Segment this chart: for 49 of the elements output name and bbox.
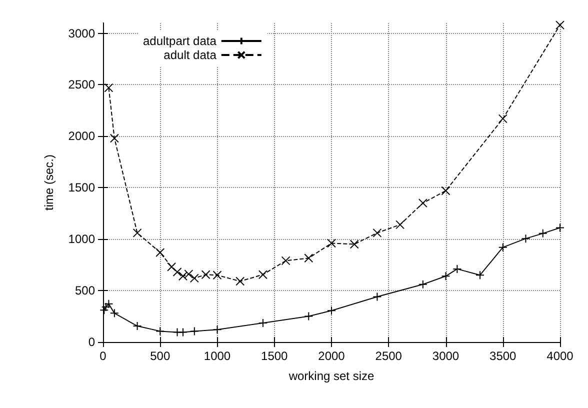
point [201, 270, 210, 280]
x-tick-label: 1500 [261, 349, 288, 363]
point [441, 186, 450, 196]
y-tick-label: 1000 [68, 232, 96, 246]
legend-label: adult data [164, 48, 217, 62]
y-tick-label: 3000 [68, 26, 96, 40]
point [441, 272, 450, 281]
x-tick-label: 2500 [375, 349, 402, 363]
point [498, 114, 508, 124]
point [304, 254, 314, 263]
point [556, 20, 564, 30]
point [132, 228, 142, 238]
y-tick-label: 1500 [68, 180, 96, 195]
point [372, 228, 382, 238]
point [281, 256, 290, 266]
point [110, 308, 119, 318]
point [396, 220, 405, 230]
legend-label: adultpart data [143, 34, 217, 48]
point [418, 280, 428, 289]
point [156, 248, 165, 257]
point [212, 270, 222, 280]
x-tick-label: 0 [100, 349, 107, 363]
point [190, 274, 199, 283]
point [327, 238, 336, 248]
point [498, 242, 508, 252]
point [236, 276, 245, 286]
y-tick-label: 0 [88, 335, 96, 349]
y-tick-label: 2000 [68, 129, 96, 144]
x-axis-title: working set size [288, 369, 375, 383]
y-tick-label: 500 [74, 284, 96, 298]
point [476, 270, 485, 280]
point [167, 262, 176, 272]
point [172, 268, 182, 277]
point [350, 240, 359, 249]
point [184, 270, 194, 279]
y-axis-title: time (sec.) [42, 154, 56, 211]
point [178, 272, 188, 281]
point [521, 234, 530, 244]
x-tick-label: 3500 [490, 349, 517, 363]
x-tick-label: 500 [150, 349, 170, 363]
point [538, 228, 548, 238]
point [258, 270, 268, 280]
x-tick-label: 2000 [318, 349, 346, 363]
x-tick-label: 1000 [204, 349, 231, 363]
y-tick-label: 2500 [68, 78, 96, 92]
point [110, 134, 119, 143]
x-tick-label: 4000 [546, 349, 574, 363]
x-tick-label: 3000 [432, 349, 460, 363]
point [418, 198, 428, 208]
